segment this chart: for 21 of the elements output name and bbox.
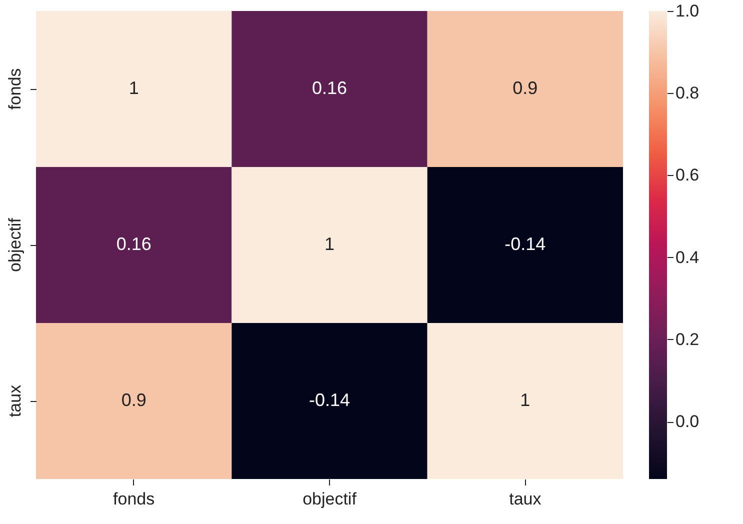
data-label: 0.16 xyxy=(116,234,152,254)
y-tick-label: objectif xyxy=(6,218,24,272)
x-tick-label: objectif xyxy=(302,490,357,508)
data-label: -0.14 xyxy=(504,234,546,254)
color-bar-label: 0.4 xyxy=(676,248,700,267)
x-tick-label: fonds xyxy=(113,490,155,508)
color-bar-label: 0.6 xyxy=(676,166,700,185)
data-label: 1 xyxy=(128,78,139,98)
data-label: 0.9 xyxy=(121,390,146,410)
y-tick-label: fonds xyxy=(6,68,24,110)
color-bar-label: 1.0 xyxy=(676,2,700,20)
x-tick-label: taux xyxy=(509,490,542,508)
color-bar-label: 0.0 xyxy=(676,412,700,432)
data-label: 1 xyxy=(520,390,530,410)
y-tick-label: taux xyxy=(6,384,24,418)
color-bar-label: 0.2 xyxy=(676,330,700,349)
data-label: -0.14 xyxy=(308,390,350,410)
data-label: 1 xyxy=(324,234,335,254)
color-bar-label: 0.8 xyxy=(676,84,700,103)
data-label: 0.9 xyxy=(512,78,538,98)
data-label: 0.16 xyxy=(312,78,348,98)
